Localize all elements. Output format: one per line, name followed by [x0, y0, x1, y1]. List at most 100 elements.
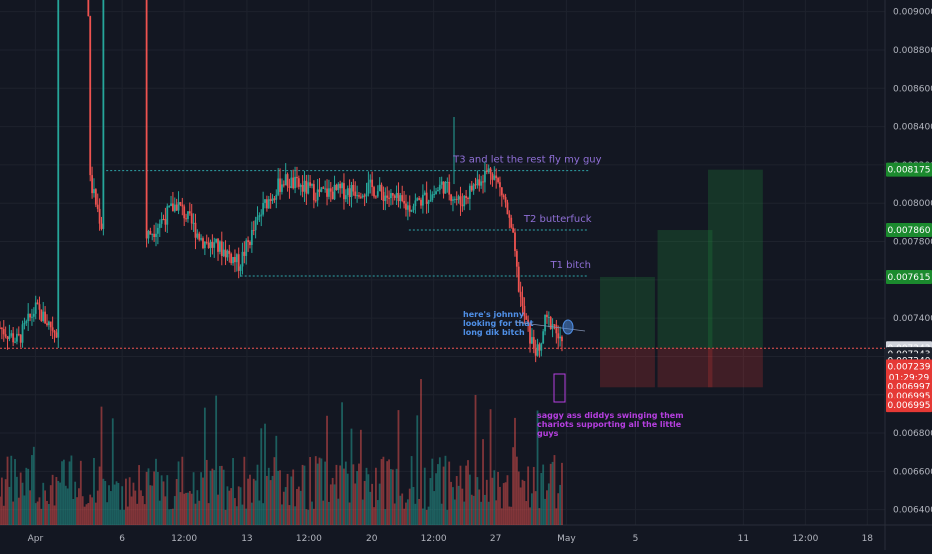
- candle-body[interactable]: [10, 333, 13, 336]
- candle-body[interactable]: [384, 195, 387, 202]
- candle-body[interactable]: [491, 173, 494, 180]
- candle-body[interactable]: [504, 197, 507, 203]
- candle-body[interactable]: [502, 195, 505, 198]
- candle-body[interactable]: [98, 208, 101, 224]
- candle-body[interactable]: [508, 214, 511, 218]
- candle-body[interactable]: [188, 211, 191, 214]
- candle-body[interactable]: [453, 198, 456, 200]
- candle-body[interactable]: [252, 230, 255, 232]
- candle-body[interactable]: [532, 337, 535, 349]
- candle-body[interactable]: [455, 198, 458, 200]
- candle-body[interactable]: [264, 199, 266, 203]
- candle-body[interactable]: [299, 185, 302, 187]
- candle-body[interactable]: [408, 205, 411, 212]
- candle-body[interactable]: [94, 189, 97, 205]
- candle-body[interactable]: [162, 219, 165, 221]
- candle-body[interactable]: [164, 219, 167, 225]
- candle-body[interactable]: [506, 202, 509, 215]
- candle-body[interactable]: [284, 174, 287, 186]
- candle-body[interactable]: [215, 238, 218, 243]
- candle-body[interactable]: [237, 254, 240, 271]
- candle-body[interactable]: [49, 321, 52, 328]
- candle-body[interactable]: [87, 0, 90, 17]
- candle-body[interactable]: [397, 192, 400, 202]
- candle-body[interactable]: [288, 186, 291, 188]
- candle-body[interactable]: [219, 241, 221, 252]
- candle-body[interactable]: [497, 178, 499, 183]
- candle-body[interactable]: [423, 192, 426, 195]
- candle-body[interactable]: [318, 189, 321, 192]
- candle-body[interactable]: [156, 227, 159, 234]
- candle-body[interactable]: [480, 181, 483, 186]
- candle-body[interactable]: [47, 321, 50, 326]
- candle-body[interactable]: [44, 311, 47, 324]
- candle-body[interactable]: [446, 181, 449, 183]
- candle-body[interactable]: [232, 256, 234, 264]
- stop-zone[interactable]: [657, 348, 713, 388]
- candle-body[interactable]: [425, 192, 428, 204]
- target-zone[interactable]: [600, 276, 655, 349]
- stop-zone[interactable]: [708, 348, 763, 388]
- candle-body[interactable]: [217, 238, 219, 252]
- candle-body[interactable]: [200, 238, 203, 240]
- candle-body[interactable]: [378, 184, 381, 192]
- candle-body[interactable]: [303, 180, 306, 192]
- candle-body[interactable]: [203, 241, 206, 249]
- candle-body[interactable]: [386, 195, 389, 198]
- candle-body[interactable]: [326, 188, 328, 197]
- candle-body[interactable]: [534, 348, 537, 356]
- candle-body[interactable]: [235, 254, 238, 263]
- candle-body[interactable]: [510, 217, 513, 228]
- candle-body[interactable]: [470, 185, 473, 191]
- candle-body[interactable]: [34, 302, 37, 314]
- candle-body[interactable]: [0, 327, 3, 330]
- candle-body[interactable]: [363, 195, 366, 197]
- candle-body[interactable]: [519, 291, 522, 297]
- candle-body[interactable]: [102, 0, 105, 229]
- candle-body[interactable]: [249, 242, 251, 245]
- candle-body[interactable]: [358, 195, 360, 197]
- candle-body[interactable]: [245, 240, 248, 256]
- candle-body[interactable]: [487, 168, 490, 172]
- candle-body[interactable]: [388, 197, 390, 199]
- candle-body[interactable]: [356, 195, 359, 197]
- candle-body[interactable]: [57, 0, 60, 338]
- candle-body[interactable]: [196, 233, 199, 238]
- candle-body[interactable]: [382, 191, 385, 202]
- candle-body[interactable]: [406, 205, 409, 210]
- candle-body[interactable]: [459, 196, 462, 205]
- candle-body[interactable]: [187, 211, 189, 220]
- candle-body[interactable]: [185, 218, 187, 220]
- candle-body[interactable]: [2, 329, 5, 335]
- candle-body[interactable]: [29, 313, 31, 318]
- candle-body[interactable]: [265, 199, 268, 209]
- candle-body[interactable]: [482, 181, 484, 183]
- candle-body[interactable]: [467, 198, 469, 200]
- candle-body[interactable]: [344, 195, 347, 200]
- candle-body[interactable]: [151, 233, 154, 235]
- candle-body[interactable]: [414, 200, 417, 207]
- candle-body[interactable]: [17, 333, 20, 335]
- note-box-marker[interactable]: [553, 373, 566, 403]
- candle-body[interactable]: [346, 188, 349, 196]
- candle-body[interactable]: [557, 333, 560, 339]
- candle-body[interactable]: [89, 16, 92, 176]
- candle-body[interactable]: [442, 181, 445, 194]
- candle-body[interactable]: [365, 193, 368, 197]
- candle-body[interactable]: [531, 337, 533, 344]
- candle-body[interactable]: [153, 233, 156, 238]
- candle-body[interactable]: [465, 195, 468, 199]
- candle-body[interactable]: [367, 182, 370, 194]
- candle-body[interactable]: [271, 198, 274, 201]
- candle-body[interactable]: [273, 198, 276, 200]
- candle-body[interactable]: [540, 343, 543, 351]
- candle-body[interactable]: [23, 322, 26, 325]
- candle-body[interactable]: [410, 210, 413, 212]
- candle-body[interactable]: [337, 183, 340, 191]
- candle-body[interactable]: [192, 222, 195, 224]
- candle-body[interactable]: [331, 191, 334, 200]
- candle-body[interactable]: [561, 336, 563, 342]
- candle-body[interactable]: [260, 214, 263, 216]
- candle-body[interactable]: [292, 177, 295, 189]
